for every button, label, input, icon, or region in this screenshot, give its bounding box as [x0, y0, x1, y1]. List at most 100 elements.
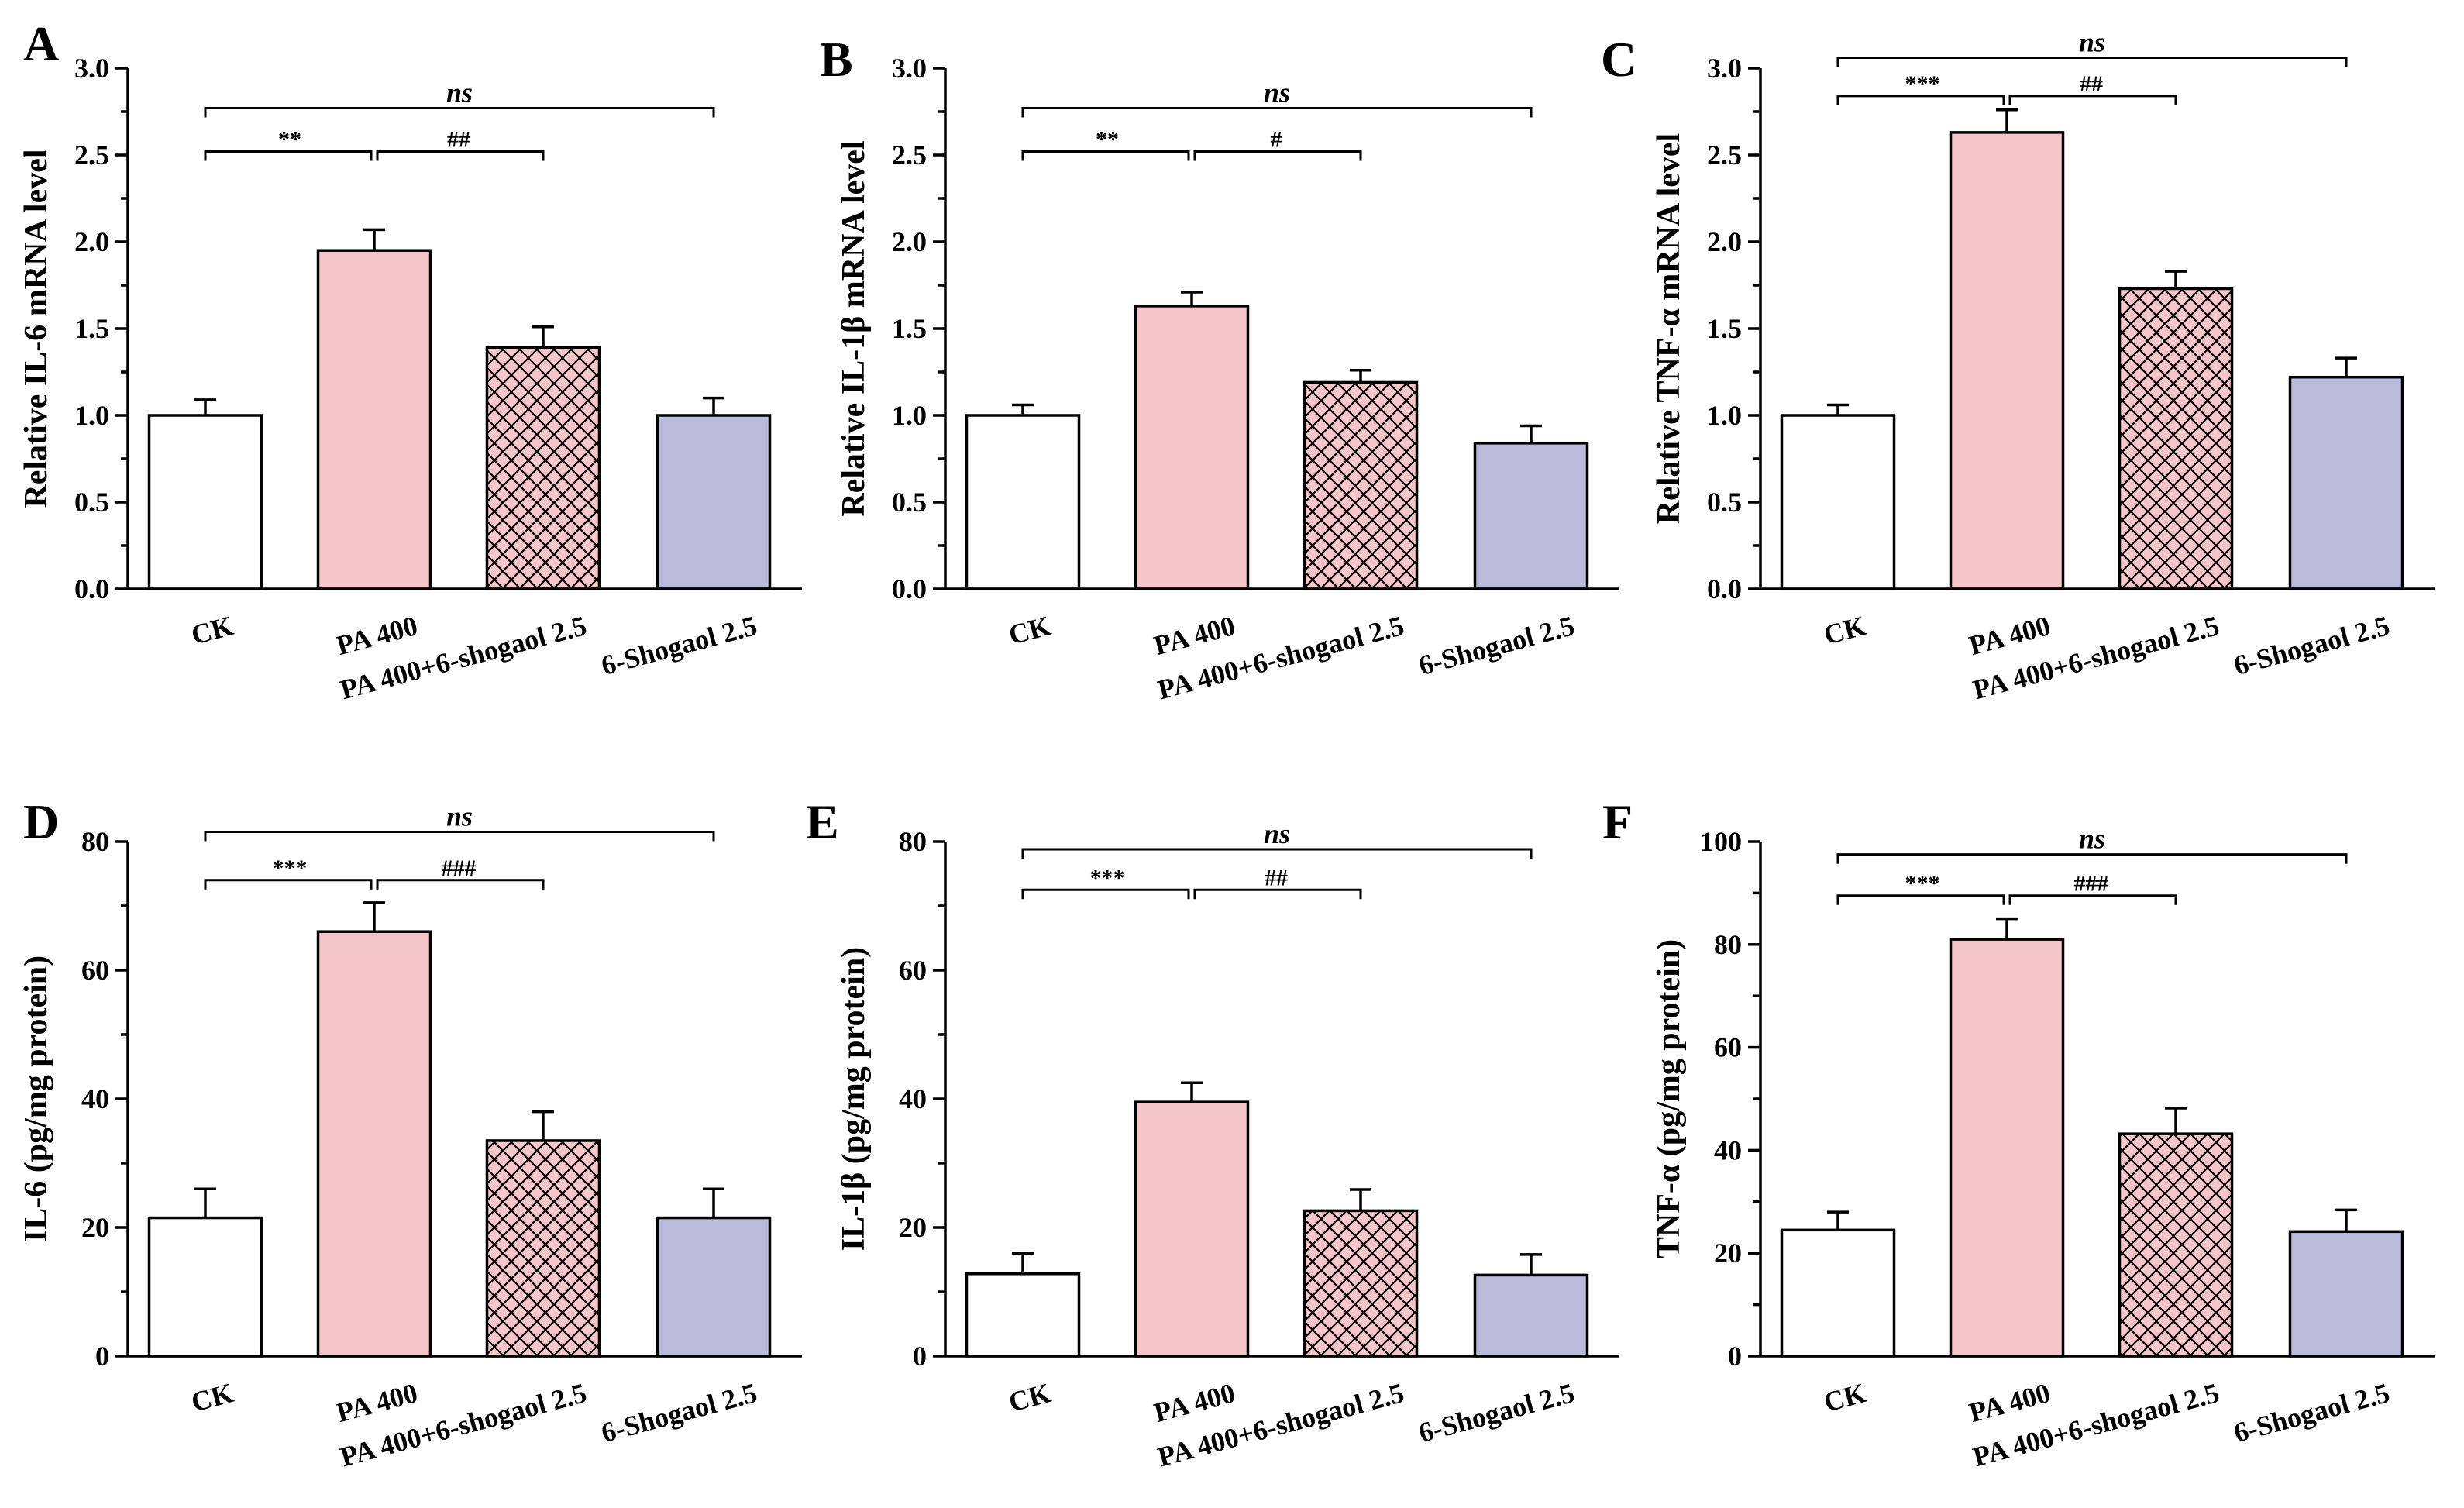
- y-tick-label: 3.0: [74, 53, 109, 84]
- x-tick-label: PA 400: [1151, 610, 1238, 661]
- x-tick-label: CK: [188, 610, 237, 651]
- y-tick-label: 1.0: [892, 400, 927, 431]
- y-tick-label: 1.5: [74, 313, 109, 344]
- sig-bracket-right: [1193, 888, 1362, 900]
- y-tick-label: 0.0: [892, 573, 927, 604]
- x-tick-label: PA 400: [1966, 610, 2053, 661]
- y-axis-label: Relative IL-1β mRNA level: [836, 140, 872, 516]
- y-tick-label: 1.0: [1707, 400, 1742, 431]
- y-tick-label: 80: [899, 826, 927, 857]
- x-tick-label: CK: [188, 1377, 237, 1418]
- y-tick-label: 40: [1714, 1134, 1742, 1165]
- y-tick-label: 0: [95, 1341, 109, 1372]
- y-tick-label: 100: [1700, 826, 1742, 857]
- sig-label-ns: ns: [446, 801, 473, 832]
- y-tick-label: 0.0: [1707, 573, 1742, 604]
- y-tick-label: 0.0: [74, 573, 109, 604]
- x-tick-label: 6-Shogaol 2.5: [598, 1377, 760, 1448]
- x-tick-label: 6-Shogaol 2.5: [1416, 610, 1578, 681]
- sig-label-ns: ns: [2079, 824, 2105, 855]
- y-tick-label: 1.5: [892, 313, 927, 344]
- bar-4: [1473, 1273, 1589, 1358]
- sig-label-right: #: [1271, 127, 1282, 153]
- y-tick-label: 0.5: [892, 487, 927, 518]
- y-axis-label: TNF-α (pg/mg protein): [1651, 939, 1687, 1258]
- y-axis-label: Relative IL-6 mRNA level: [19, 149, 54, 508]
- x-tick-label: CK: [1821, 1377, 1870, 1418]
- bar-2: [1134, 305, 1250, 590]
- sig-bracket-right: [376, 150, 545, 161]
- sig-bracket-ns: [1836, 57, 2348, 67]
- bar-4: [1473, 442, 1589, 590]
- y-axis-label: Relative TNF-α mRNA level: [1651, 133, 1687, 524]
- panel-letter: F: [1602, 794, 1633, 849]
- panel-letter: C: [1601, 32, 1636, 87]
- panel-f: F TNF-α (pg/mg protein) 0 20 40 60 80 100 CK PA 4…: [1602, 794, 2435, 1472]
- sig-bracket-left: [204, 150, 373, 161]
- panel-letter: D: [23, 794, 59, 849]
- panel-b: B Relative IL-1β mRNA level 0.0 0.5 1.0 1.5 2.…: [820, 32, 1619, 705]
- sig-label-right: ##: [447, 127, 470, 153]
- sig-label-ns: ns: [1264, 77, 1290, 108]
- bar-1: [147, 1216, 263, 1358]
- y-tick-label: 2.0: [1707, 226, 1742, 257]
- y-tick-label: 0: [913, 1341, 927, 1372]
- x-tick-label: PA 400: [333, 1377, 421, 1428]
- sig-bracket-left: [1836, 95, 2005, 105]
- x-tick-label: CK: [1821, 610, 1870, 651]
- y-tick-label: 40: [81, 1083, 109, 1114]
- x-tick-label: PA 400: [333, 610, 421, 661]
- sig-label-right: ###: [2074, 871, 2109, 897]
- panel-letter: E: [806, 794, 839, 849]
- sig-bracket-right: [1193, 150, 1362, 161]
- y-tick-label: 60: [81, 955, 109, 986]
- sig-label-left: ***: [1905, 71, 1940, 97]
- sig-bracket-left: [1021, 888, 1190, 900]
- sig-label-left: **: [1096, 127, 1119, 153]
- sig-bracket-right: [2008, 894, 2177, 905]
- bar-4: [2288, 375, 2404, 590]
- y-tick-label: 80: [1714, 929, 1742, 960]
- sig-bracket-left: [1836, 894, 2005, 905]
- bar-2: [1949, 131, 2065, 590]
- bar-3: [1303, 1209, 1419, 1358]
- y-tick-label: 2.5: [74, 139, 109, 170]
- y-tick-label: 60: [899, 955, 927, 986]
- y-tick-label: 1.0: [74, 400, 109, 431]
- sig-label-left: ***: [1905, 871, 1940, 897]
- y-tick-label: 2.5: [892, 139, 927, 170]
- sig-label-ns: ns: [1264, 818, 1290, 849]
- bar-3: [2118, 287, 2234, 590]
- x-tick-label: PA 400: [1151, 1377, 1238, 1428]
- bar-2: [1949, 938, 2065, 1358]
- bar-1: [1780, 1228, 1896, 1358]
- sig-label-right: ##: [2080, 71, 2103, 97]
- bar-1: [1780, 414, 1896, 590]
- sig-label-left: ***: [273, 856, 308, 881]
- x-tick-label: PA 400: [1966, 1377, 2053, 1428]
- y-tick-label: 20: [81, 1212, 109, 1243]
- y-tick-label: 2.0: [74, 226, 109, 257]
- sig-bracket-ns: [204, 831, 715, 842]
- sig-bracket-ns: [204, 107, 715, 118]
- y-tick-label: 20: [899, 1212, 927, 1243]
- x-tick-label: 6-Shogaol 2.5: [2231, 1377, 2393, 1448]
- y-tick-label: 0: [1728, 1341, 1742, 1372]
- x-tick-label: CK: [1006, 1377, 1055, 1418]
- sig-label-right: ###: [442, 856, 477, 881]
- bar-4: [2288, 1230, 2404, 1358]
- y-tick-label: 60: [1714, 1032, 1742, 1063]
- bar-3: [485, 346, 601, 590]
- bar-2: [316, 249, 432, 590]
- panel-letter: B: [820, 32, 853, 87]
- panel-letter: A: [23, 16, 59, 71]
- x-tick-label: 6-Shogaol 2.5: [1416, 1377, 1578, 1448]
- x-tick-label: 6-Shogaol 2.5: [2231, 610, 2393, 681]
- sig-label-right: ##: [1265, 865, 1288, 890]
- bar-2: [316, 930, 432, 1358]
- y-tick-label: 1.5: [1707, 313, 1742, 344]
- bar-3: [1303, 380, 1419, 590]
- y-tick-label: 3.0: [1707, 53, 1742, 84]
